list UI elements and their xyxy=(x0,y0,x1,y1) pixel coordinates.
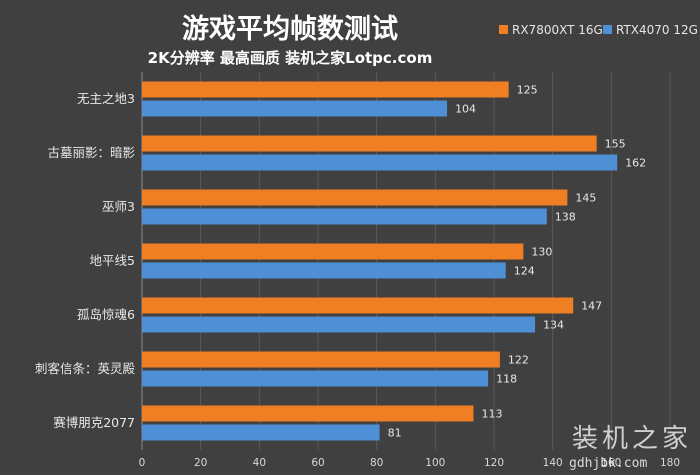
chart-title: 游戏平均帧数测试 xyxy=(182,14,398,45)
x-tick-label-140: 140 xyxy=(543,457,563,469)
bar-rtx4070 xyxy=(142,154,618,171)
bars-layer xyxy=(142,81,618,441)
data-label-rtx4070: 118 xyxy=(496,373,517,386)
legend-swatch-rtx4070 xyxy=(603,25,612,34)
data-label-rx7800xt: 113 xyxy=(481,408,502,421)
data-label-rtx4070: 81 xyxy=(388,427,402,440)
data-label-rx7800xt: 130 xyxy=(531,246,552,259)
labels-layer: 0 20 40 60 80 100 120 140 160 180 无主之地3 125 104 古墓丽影：… xyxy=(35,84,680,470)
x-tick-label-0: 0 xyxy=(139,457,146,469)
bar-rtx4070 xyxy=(142,262,506,279)
x-tick-label-120: 120 xyxy=(484,457,504,469)
bar-rtx4070 xyxy=(142,208,547,225)
data-label-rx7800xt: 155 xyxy=(605,138,626,151)
x-tick-label-100: 100 xyxy=(425,457,445,469)
x-tick-label-20: 20 xyxy=(194,457,207,469)
bar-rx7800xt xyxy=(142,297,574,314)
bar-rx7800xt xyxy=(142,243,524,260)
x-tick-label-60: 60 xyxy=(311,457,324,469)
data-label-rtx4070: 134 xyxy=(543,319,564,332)
category-label: 孤岛惊魂6 xyxy=(77,307,135,322)
category-label: 巫师3 xyxy=(102,199,135,214)
data-label-rtx4070: 138 xyxy=(555,211,576,224)
legend-swatch-rx7800xt xyxy=(499,25,508,34)
chart-subtitle: 2K分辨率 最高画质 装机之家Lotpc.com xyxy=(148,49,433,67)
bar-rx7800xt xyxy=(142,351,500,368)
category-label: 地平线5 xyxy=(90,253,135,268)
x-tick-label-40: 40 xyxy=(253,457,266,469)
grid-layer xyxy=(141,72,671,450)
bar-rtx4070 xyxy=(142,316,536,333)
data-label-rx7800xt: 122 xyxy=(508,354,529,367)
bar-rtx4070 xyxy=(142,424,380,441)
legend: RX7800XT 16G RTX4070 12G xyxy=(499,23,698,37)
watermark-url: gdhjbk.com xyxy=(569,456,647,471)
bar-rx7800xt xyxy=(142,135,597,152)
data-label-rtx4070: 162 xyxy=(625,157,646,170)
legend-label-rx7800xt: RX7800XT 16G xyxy=(512,23,603,37)
data-label-rtx4070: 104 xyxy=(455,103,476,116)
legend-label-rtx4070: RTX4070 12G xyxy=(616,23,698,37)
x-tick-label-180: 180 xyxy=(660,457,680,469)
bar-rtx4070 xyxy=(142,370,489,387)
bar-rx7800xt xyxy=(142,405,474,422)
bar-rx7800xt xyxy=(142,81,509,98)
category-label: 刺客信条：英灵殿 xyxy=(35,361,136,376)
data-label-rx7800xt: 145 xyxy=(575,192,596,205)
category-label: 无主之地3 xyxy=(77,91,135,106)
category-label: 古墓丽影：暗影 xyxy=(47,145,135,160)
category-label: 赛博朋克2077 xyxy=(53,415,135,430)
bar-rtx4070 xyxy=(142,100,448,117)
watermark: 装机之家 gdhjbk.com xyxy=(569,424,692,471)
data-label-rx7800xt: 125 xyxy=(517,84,538,97)
x-tick-label-160: 160 xyxy=(601,457,621,469)
data-label-rx7800xt: 147 xyxy=(581,300,602,313)
x-tick-label-80: 80 xyxy=(370,457,383,469)
bar-rx7800xt xyxy=(142,189,568,206)
watermark-text: 装机之家 xyxy=(572,424,692,454)
data-label-rtx4070: 124 xyxy=(514,265,535,278)
